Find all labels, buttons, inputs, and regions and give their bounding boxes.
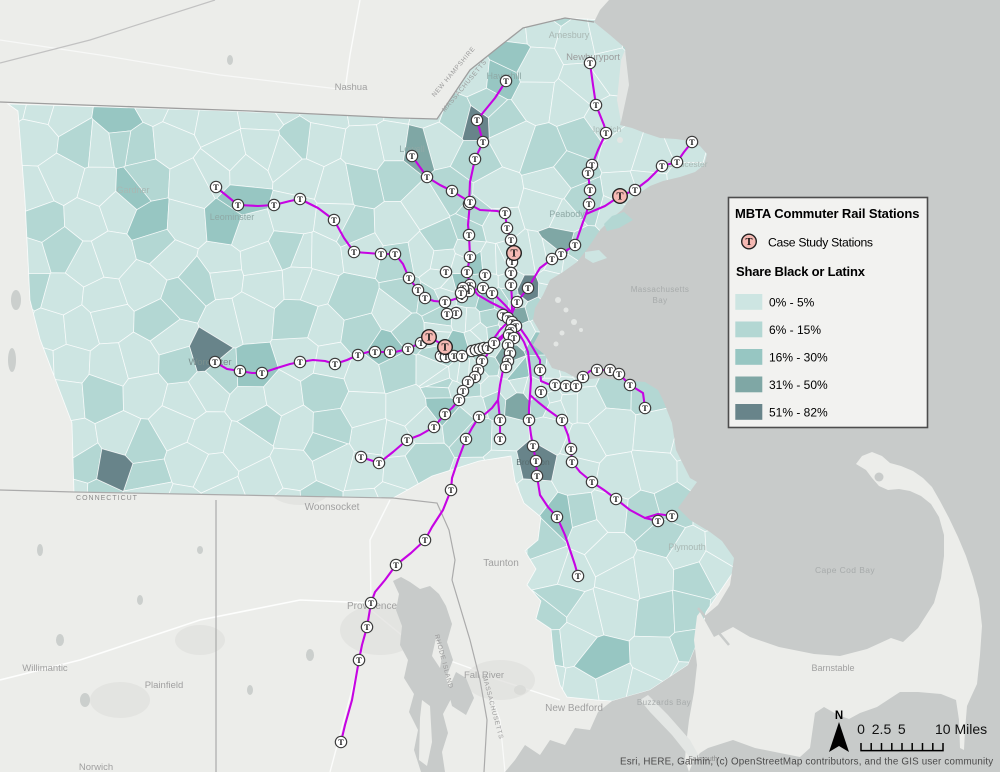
svg-text:Massachusetts: Massachusetts: [631, 285, 690, 294]
svg-text:Taunton: Taunton: [483, 558, 519, 569]
svg-text:0: 0: [857, 721, 865, 737]
svg-text:Share Black or Latinx: Share Black or Latinx: [736, 264, 866, 279]
svg-text:Falmouth: Falmouth: [688, 756, 717, 763]
svg-text:0% - 5%: 0% - 5%: [769, 296, 815, 310]
svg-text:Nashua: Nashua: [335, 82, 368, 93]
svg-text:Lowell: Lowell: [399, 144, 425, 154]
svg-text:16% - 30%: 16% - 30%: [769, 351, 828, 365]
svg-text:MBTA Commuter Rail Stations: MBTA Commuter Rail Stations: [735, 206, 919, 221]
svg-text:Gloucester: Gloucester: [666, 159, 707, 169]
svg-text:Esri, HERE, Garmin, (c) OpenSt: Esri, HERE, Garmin, (c) OpenStreetMap co…: [620, 757, 993, 768]
svg-text:5: 5: [898, 721, 906, 737]
svg-text:Plainfield: Plainfield: [145, 680, 184, 691]
svg-text:Peabody: Peabody: [549, 209, 585, 219]
svg-text:Norwich: Norwich: [79, 762, 113, 772]
svg-text:2.5: 2.5: [872, 721, 892, 737]
svg-text:Newburyport: Newburyport: [566, 52, 620, 63]
svg-text:10 Miles: 10 Miles: [935, 721, 987, 737]
svg-text:Case Study Stations: Case Study Stations: [768, 236, 873, 250]
svg-text:Fall River: Fall River: [464, 670, 504, 681]
svg-text:51% - 82%: 51% - 82%: [769, 406, 828, 420]
svg-text:Buzzards Bay: Buzzards Bay: [637, 698, 691, 707]
svg-text:N: N: [835, 710, 843, 722]
svg-text:CONNECTICUT: CONNECTICUT: [76, 495, 138, 502]
svg-text:New Bedford: New Bedford: [545, 703, 603, 714]
svg-text:Cape Cod Bay: Cape Cod Bay: [815, 565, 875, 575]
svg-text:Gardner: Gardner: [116, 185, 149, 195]
svg-text:Barnstable: Barnstable: [811, 663, 854, 673]
svg-text:6% - 15%: 6% - 15%: [769, 323, 821, 337]
svg-text:Plymouth: Plymouth: [668, 542, 706, 552]
svg-text:Woonsocket: Woonsocket: [305, 502, 360, 513]
svg-text:Willimantic: Willimantic: [22, 663, 68, 674]
svg-text:Amesbury: Amesbury: [549, 30, 590, 40]
svg-text:Leominster: Leominster: [210, 212, 255, 222]
svg-text:Bay: Bay: [653, 296, 668, 305]
svg-text:31% - 50%: 31% - 50%: [769, 378, 828, 392]
